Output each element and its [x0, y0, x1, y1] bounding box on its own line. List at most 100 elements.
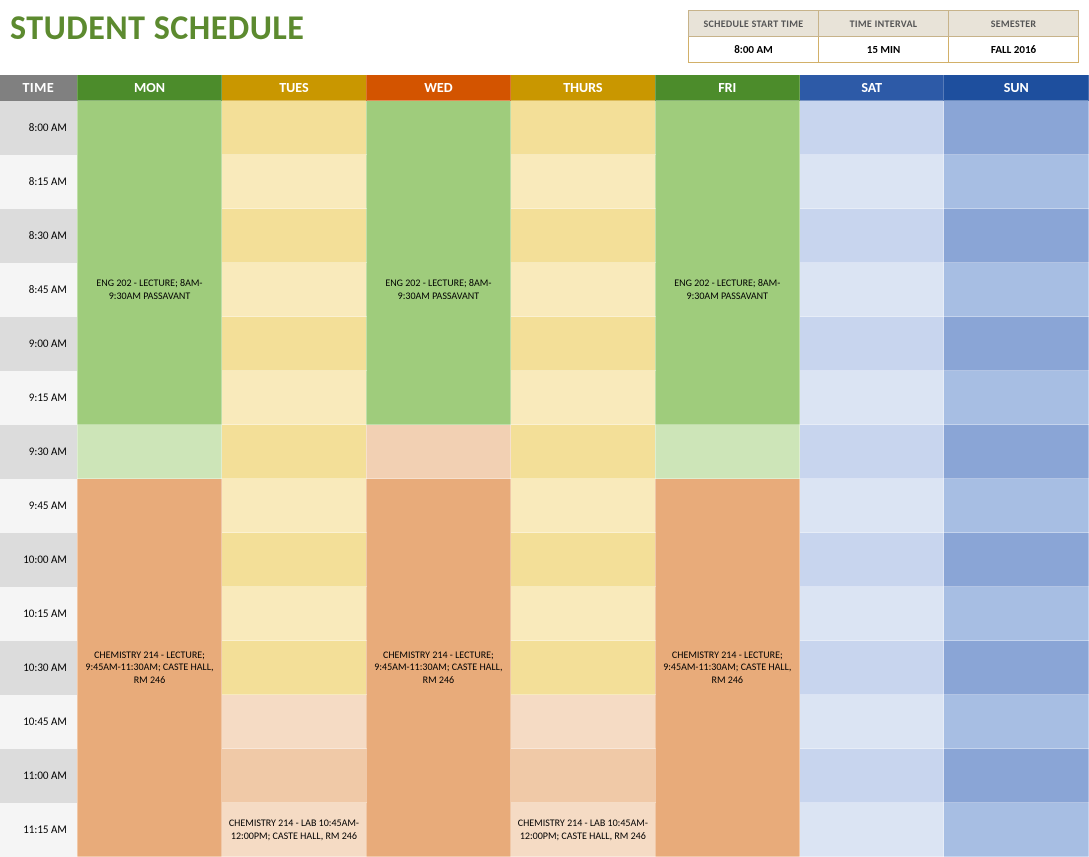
schedule-cell [655, 371, 799, 425]
schedule-cell [366, 587, 510, 641]
schedule-cell: CHEMISTRY 214 - LAB 10:45AM-12:00PM; CAS… [222, 803, 366, 857]
day-header-wed: WED [366, 75, 510, 101]
schedule-cell [944, 317, 1089, 371]
time-label: 9:00 AM [0, 317, 77, 371]
schedule-cell [222, 209, 366, 263]
schedule-cell [222, 749, 366, 803]
time-label: 8:00 AM [0, 101, 77, 155]
schedule-cell [511, 749, 655, 803]
schedule-cell [511, 101, 655, 155]
schedule-cell [655, 317, 799, 371]
time-label: 10:15 AM [0, 587, 77, 641]
schedule-cell [511, 479, 655, 533]
schedule-cell [366, 425, 510, 479]
schedule-cell [366, 695, 510, 749]
info-value: FALL 2016 [949, 37, 1079, 63]
schedule-cell [944, 263, 1089, 317]
schedule-cell [366, 155, 510, 209]
schedule-cell [655, 587, 799, 641]
schedule-cell [944, 479, 1089, 533]
schedule-cell: CHEMISTRY 214 - LECTURE; 9:45AM-11:30AM;… [366, 641, 510, 695]
day-header-thurs: THURS [511, 75, 655, 101]
schedule-cell [511, 371, 655, 425]
schedule-cell [77, 425, 221, 479]
schedule-cell [655, 155, 799, 209]
time-label: 9:45 AM [0, 479, 77, 533]
info-header: SCHEDULE START TIME [689, 11, 819, 37]
schedule-cell [366, 101, 510, 155]
schedule-cell [511, 425, 655, 479]
schedule-cell [222, 695, 366, 749]
schedule-cell [222, 587, 366, 641]
schedule-cell [944, 155, 1089, 209]
time-label: 11:00 AM [0, 749, 77, 803]
schedule-cell [77, 533, 221, 587]
schedule-cell [944, 533, 1089, 587]
schedule-cell [944, 425, 1089, 479]
info-value: 8:00 AM [689, 37, 819, 63]
schedule-cell [800, 371, 944, 425]
schedule-cell: ENG 202 - LECTURE; 8AM-9:30AM PASSAVANT [655, 263, 799, 317]
info-header: SEMESTER [949, 11, 1079, 37]
schedule-cell [222, 101, 366, 155]
schedule-cell [944, 371, 1089, 425]
schedule-cell [77, 209, 221, 263]
schedule-cell [800, 533, 944, 587]
page-title: STUDENT SCHEDULE [10, 8, 304, 49]
schedule-cell [800, 587, 944, 641]
schedule-cell [944, 695, 1089, 749]
time-label: 11:15 AM [0, 803, 77, 857]
schedule-cell [511, 155, 655, 209]
schedule-cell [222, 371, 366, 425]
schedule-cell [77, 479, 221, 533]
schedule-cell [366, 803, 510, 857]
schedule-cell [511, 209, 655, 263]
schedule-cell [366, 317, 510, 371]
schedule-cell [77, 749, 221, 803]
schedule-cell [655, 695, 799, 749]
schedule-cell [800, 479, 944, 533]
schedule-cell [77, 317, 221, 371]
schedule-cell: CHEMISTRY 214 - LAB 10:45AM-12:00PM; CAS… [511, 803, 655, 857]
schedule-cell [800, 155, 944, 209]
schedule-cell [222, 479, 366, 533]
day-header-mon: MON [77, 75, 221, 101]
schedule-cell [511, 317, 655, 371]
schedule-cell: ENG 202 - LECTURE; 8AM-9:30AM PASSAVANT [366, 263, 510, 317]
schedule-cell [800, 425, 944, 479]
schedule-cell [511, 263, 655, 317]
time-column-header: TIME [0, 75, 77, 101]
schedule-cell [77, 371, 221, 425]
schedule-cell [77, 155, 221, 209]
schedule-table: TIME MONTUESWEDTHURSFRISATSUN 8:00 AM8:1… [0, 75, 1089, 857]
schedule-cell [511, 641, 655, 695]
schedule-cell [77, 695, 221, 749]
info-header: TIME INTERVAL [819, 11, 949, 37]
schedule-cell [944, 749, 1089, 803]
schedule-cell [800, 317, 944, 371]
schedule-cell [800, 749, 944, 803]
day-header-tues: TUES [222, 75, 366, 101]
time-label: 10:30 AM [0, 641, 77, 695]
schedule-cell [800, 263, 944, 317]
schedule-cell [222, 641, 366, 695]
info-table: SCHEDULE START TIME TIME INTERVAL SEMEST… [688, 10, 1079, 63]
schedule-cell: CHEMISTRY 214 - LECTURE; 9:45AM-11:30AM;… [77, 641, 221, 695]
time-label: 8:30 AM [0, 209, 77, 263]
time-label: 8:45 AM [0, 263, 77, 317]
schedule-cell: ENG 202 - LECTURE; 8AM-9:30AM PASSAVANT [77, 263, 221, 317]
time-label: 8:15 AM [0, 155, 77, 209]
schedule-cell [222, 317, 366, 371]
schedule-cell [800, 101, 944, 155]
schedule-cell [944, 587, 1089, 641]
schedule-cell [77, 803, 221, 857]
day-header-sat: SAT [800, 75, 944, 101]
day-header-sun: SUN [944, 75, 1089, 101]
info-value: 15 MIN [819, 37, 949, 63]
schedule-cell [800, 641, 944, 695]
schedule-cell [655, 533, 799, 587]
time-label: 10:45 AM [0, 695, 77, 749]
schedule-cell [655, 209, 799, 263]
schedule-cell [366, 209, 510, 263]
schedule-cell [655, 479, 799, 533]
